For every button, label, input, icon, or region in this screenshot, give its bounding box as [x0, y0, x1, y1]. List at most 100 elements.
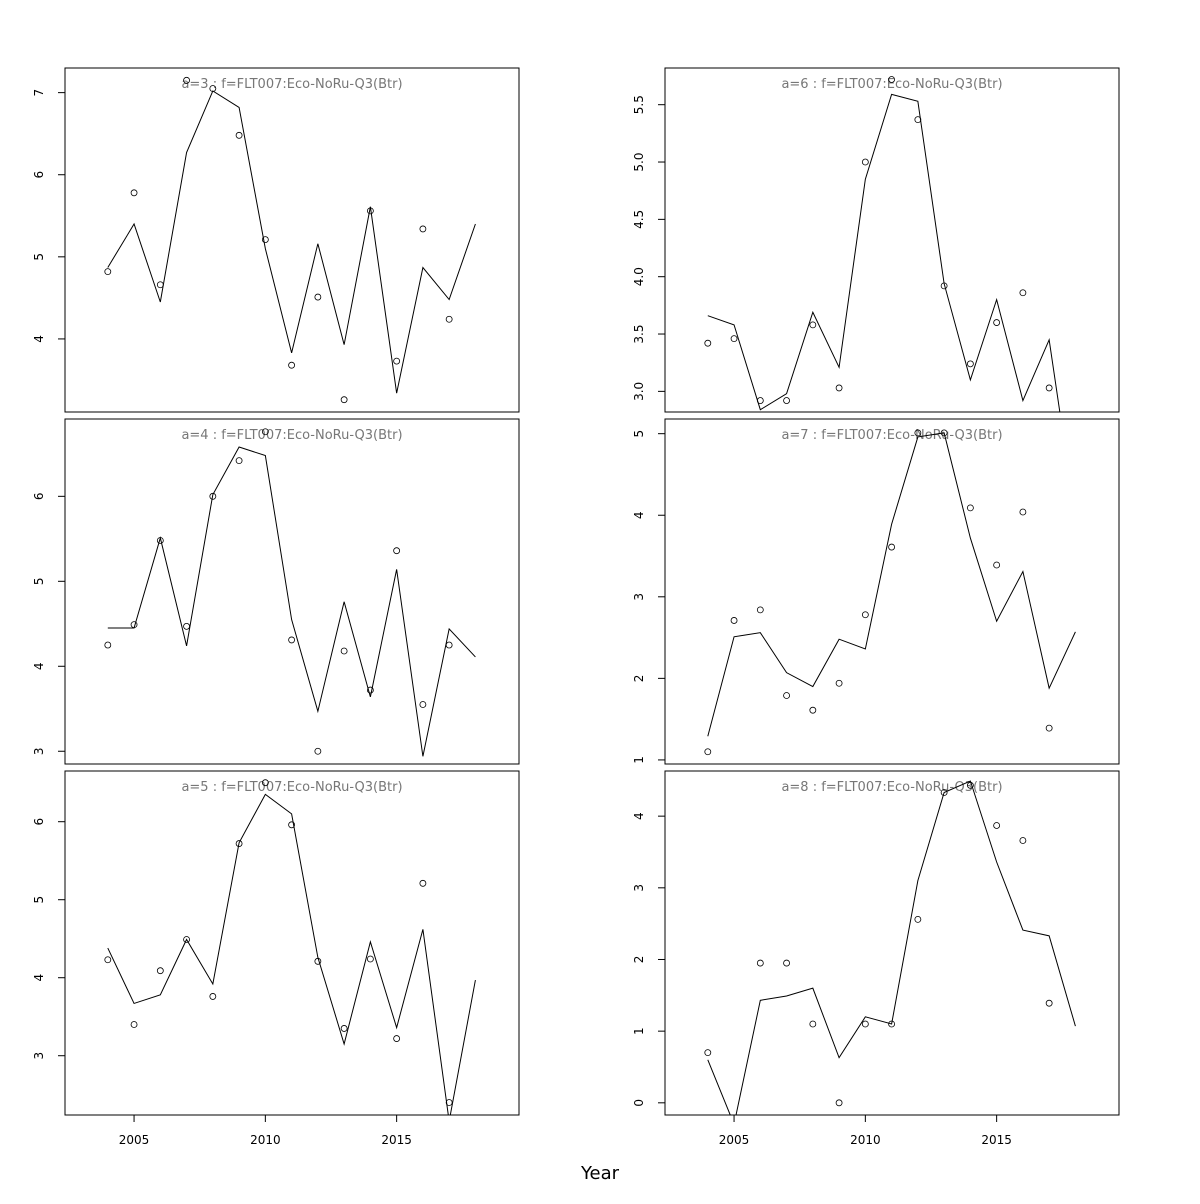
data-point: [940, 789, 948, 796]
panel: a=3 : f=FLT007:Eco-NoRu-Q3(Btr) 4 5 6 7: [32, 67, 520, 413]
y-tick-label: 4: [32, 662, 46, 670]
data-point: [314, 747, 322, 755]
y-tick-label: 0: [632, 1099, 646, 1107]
panel-title: a=6 : f=FLT007:Eco-NoRu-Q3(Btr): [781, 77, 1002, 92]
data-line: [707, 432, 1076, 737]
data-point: [835, 1099, 843, 1107]
y-tick-label: 7: [32, 89, 46, 97]
data-point: [993, 561, 1001, 569]
x-tick-label: 2005: [719, 1133, 750, 1147]
data-point: [235, 840, 243, 847]
data-point: [993, 319, 1001, 326]
data-point: [261, 236, 269, 243]
data-point: [861, 158, 869, 166]
data-point: [104, 268, 112, 276]
y-tick-label: 1: [632, 756, 646, 764]
data-point: [104, 641, 112, 649]
data-point: [888, 76, 896, 83]
y-tick-label: 4: [632, 511, 646, 519]
x-tick-label: 2010: [850, 1133, 881, 1147]
data-point: [393, 547, 401, 555]
data-point: [1019, 508, 1027, 516]
y-tick-label: 4: [32, 335, 46, 343]
data-point: [235, 457, 243, 465]
data-point: [835, 679, 843, 687]
y-tick-label: 4: [632, 812, 646, 820]
y-tick-label: 3: [632, 884, 646, 892]
panel-title: a=5 : f=FLT007:Eco-NoRu-Q3(Btr): [181, 780, 402, 795]
y-tick-label: 5.0: [632, 152, 646, 171]
data-point: [340, 396, 348, 404]
data-point: [966, 504, 974, 512]
data-point: [730, 335, 738, 343]
data-point: [183, 76, 190, 84]
panel: a=7 : f=FLT007:Eco-NoRu-Q3(Btr) 1 2 3 4 5: [632, 418, 1120, 765]
data-point: [861, 1020, 869, 1028]
data-line: [707, 780, 1076, 1115]
data-point: [209, 993, 217, 1000]
x-tick-label: 2010: [250, 1133, 281, 1147]
y-tick-label: 6: [32, 171, 46, 179]
y-tick-label: 5: [632, 430, 646, 438]
data-point: [993, 822, 1001, 829]
y-tick-label: 3.5: [632, 324, 646, 343]
data-point: [704, 1049, 712, 1057]
data-line: [107, 446, 476, 757]
panel-frame: [64, 770, 520, 1116]
y-tick-label: 3: [632, 593, 646, 601]
y-tick-label: 4: [32, 974, 46, 982]
x-tick-label: 2015: [981, 1133, 1012, 1147]
data-point: [966, 360, 974, 368]
panel-title: a=4 : f=FLT007:Eco-NoRu-Q3(Btr): [181, 428, 402, 443]
y-tick-label: 2: [632, 956, 646, 964]
data-point: [393, 1035, 401, 1042]
data-point: [914, 915, 922, 923]
panel-frame: [664, 418, 1120, 765]
y-tick-label: 1: [632, 1027, 646, 1035]
data-point: [340, 647, 348, 655]
data-point: [156, 967, 164, 975]
panel: a=4 : f=FLT007:Eco-NoRu-Q3(Btr) 3 4 5 6: [32, 418, 520, 765]
panel: a=8 : f=FLT007:Eco-NoRu-Q3(Btr)012342005…: [632, 770, 1120, 1147]
panel-title: a=3 : f=FLT007:Eco-NoRu-Q3(Btr): [181, 77, 402, 92]
y-tick-label: 5: [32, 577, 46, 585]
data-point: [340, 1025, 348, 1032]
y-tick-label: 3: [32, 747, 46, 755]
data-point: [756, 959, 764, 967]
data-point: [393, 357, 401, 365]
data-point: [888, 1020, 896, 1028]
y-tick-label: 4.5: [632, 210, 646, 229]
panel-title: a=7 : f=FLT007:Eco-NoRu-Q3(Btr): [781, 428, 1002, 443]
data-point: [288, 636, 296, 644]
data-point: [1019, 837, 1027, 844]
y-tick-label: 3: [32, 1052, 46, 1060]
data-point: [288, 821, 296, 829]
data-point: [314, 293, 322, 301]
data-point: [104, 956, 112, 964]
data-line: [107, 90, 476, 394]
data-point: [809, 706, 817, 714]
x-tick-label: 2005: [119, 1133, 150, 1147]
data-point: [445, 315, 453, 323]
y-tick-label: 2: [632, 675, 646, 683]
data-point: [419, 879, 427, 887]
data-point: [861, 611, 869, 619]
y-tick-label: 3.0: [632, 382, 646, 401]
data-point: [783, 397, 790, 404]
panel-frame: [664, 67, 1120, 413]
panel: a=6 : f=FLT007:Eco-NoRu-Q3(Btr) 3.0 3.5 4.0…: [632, 67, 1120, 413]
data-point: [783, 959, 790, 967]
data-point: [888, 543, 896, 551]
data-point: [756, 606, 764, 614]
data-point: [183, 936, 190, 943]
data-line: [107, 793, 476, 1115]
panel-frame: [64, 418, 520, 765]
panel-frame: [64, 67, 520, 413]
panel-frame: [664, 770, 1120, 1116]
y-tick-label: 6: [32, 493, 46, 501]
data-point: [809, 1020, 817, 1028]
data-point: [1019, 289, 1027, 297]
data-point: [835, 384, 843, 392]
data-point: [261, 779, 269, 787]
